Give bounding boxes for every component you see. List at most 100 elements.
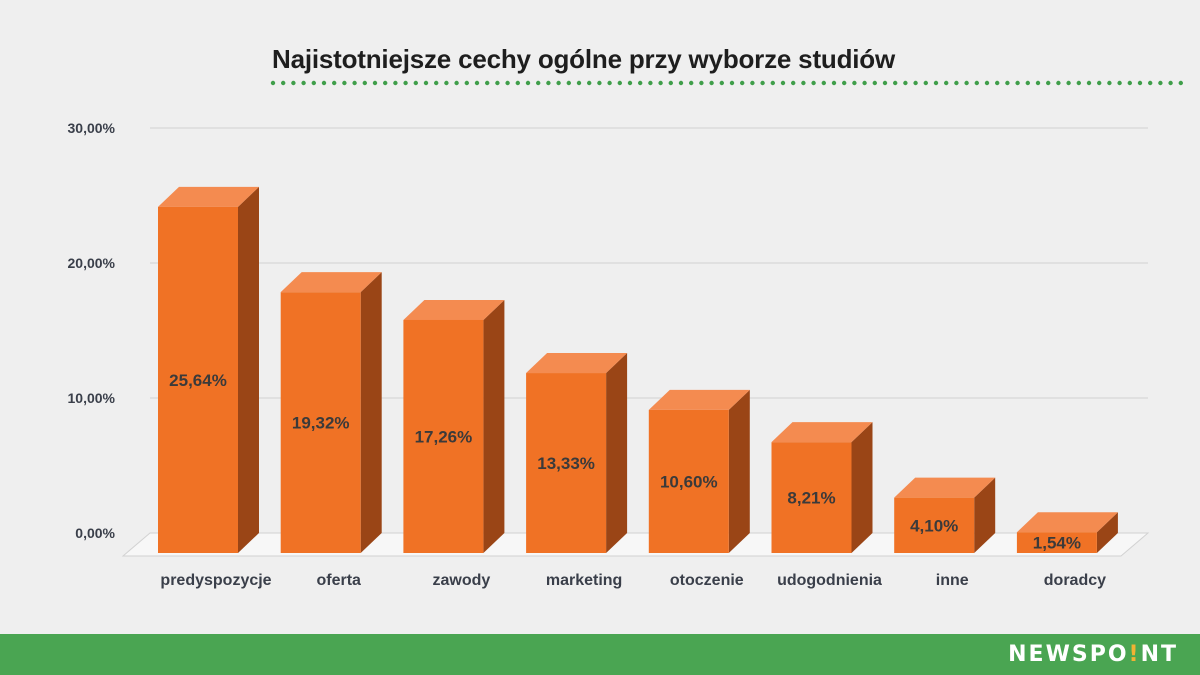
title-dot: [903, 80, 908, 86]
title-dot: [995, 80, 1000, 86]
title-dot: [536, 80, 541, 86]
title-dot: [954, 80, 959, 86]
bar-side: [1096, 512, 1118, 553]
title-dot: [770, 80, 775, 86]
title-dot: [1086, 80, 1092, 86]
chart-floor: [121, 532, 1150, 557]
title-dot: [648, 80, 653, 86]
title-dot: [1025, 80, 1030, 86]
y-tick-label: 30,00%: [68, 120, 116, 136]
title-dot: [1117, 80, 1122, 86]
title-dot: [1076, 80, 1081, 86]
data-label: 8,21%: [787, 489, 835, 508]
title-dot: [1015, 80, 1020, 86]
title-dot: [485, 80, 490, 86]
title-dot: [311, 80, 316, 86]
x-tick-label: zawody: [433, 572, 491, 589]
title-dot: [321, 80, 327, 86]
title-dot: [1178, 80, 1183, 86]
title-dot: [984, 80, 990, 86]
bar: [403, 319, 484, 553]
title-dot: [1056, 80, 1061, 86]
bar-top: [280, 272, 382, 293]
y-tick-label: 10,00%: [68, 390, 116, 406]
title-dot: [801, 80, 806, 86]
title-dot: [913, 80, 918, 86]
title-dot: [403, 80, 408, 86]
data-label: 13,33%: [537, 454, 595, 473]
title-dot: [556, 80, 561, 86]
title-dot: [1148, 80, 1153, 86]
x-tick-label: marketing: [546, 572, 622, 589]
bar-top: [894, 477, 996, 498]
title-dot: [566, 80, 571, 86]
title-dot: [291, 80, 296, 86]
bar: [771, 442, 852, 553]
title-dot: [1066, 80, 1071, 86]
title-dot: [301, 80, 306, 86]
title-dot: [342, 80, 347, 86]
bar-top: [403, 299, 505, 320]
x-tick-label: predyspozycje: [160, 572, 271, 589]
title-dot: [1127, 80, 1132, 86]
title-dot: [862, 80, 867, 86]
title-dot: [383, 80, 388, 86]
title-dot: [699, 80, 704, 86]
bar-top: [526, 353, 628, 374]
title-dot: [709, 80, 714, 86]
title-dot: [607, 80, 612, 86]
x-tick-label: oferta: [316, 572, 361, 589]
x-tick-label: doradcy: [1044, 572, 1106, 589]
title-dot: [923, 80, 928, 86]
title-dot: [505, 80, 510, 86]
bar-top: [771, 422, 873, 443]
title-dot: [454, 80, 459, 86]
title-dot: [587, 80, 592, 86]
title-dot: [780, 80, 786, 86]
title-dot: [933, 80, 939, 86]
data-label: 1,54%: [1033, 534, 1081, 553]
title-dot: [964, 80, 969, 86]
bar: [894, 497, 975, 553]
title-dot: [1097, 80, 1102, 86]
bar-top: [1016, 512, 1118, 533]
title-dot: [281, 80, 286, 86]
y-tick-label: 0,00%: [75, 525, 115, 541]
x-tick-label: inne: [936, 572, 969, 589]
title-dot: [1137, 80, 1143, 86]
bar: [1016, 532, 1097, 553]
title-dot: [434, 80, 439, 86]
data-label: 4,10%: [910, 516, 958, 535]
title-dot: [668, 80, 673, 86]
title-dot: [1046, 80, 1051, 86]
bar: [280, 292, 361, 553]
title-dot: [638, 80, 643, 86]
title-dot: [831, 80, 837, 86]
bar-side: [238, 186, 259, 554]
title-dot: [617, 80, 622, 86]
title-dot: [811, 80, 816, 86]
title-dot: [270, 80, 276, 86]
title-dot: [627, 80, 633, 86]
title-dot: [872, 80, 877, 86]
title-dot: [1168, 80, 1173, 86]
title-dot: [1158, 80, 1163, 86]
x-tick-label: otoczenie: [670, 572, 744, 589]
title-dot: [821, 80, 826, 86]
title-dot: [852, 80, 857, 86]
title-dot: [546, 80, 551, 86]
title-dot: [944, 80, 949, 86]
title-dot: [474, 80, 480, 86]
data-label: 19,32%: [292, 414, 350, 433]
bar: [158, 206, 238, 554]
title-dot: [525, 80, 531, 86]
title-dot: [576, 80, 582, 86]
bar-side: [483, 299, 505, 553]
title-dot: [372, 80, 378, 86]
bar-side: [728, 389, 750, 553]
y-tick-label: 20,00%: [68, 255, 116, 271]
data-label: 17,26%: [415, 427, 473, 446]
title-dot: [678, 80, 684, 86]
chart-title: Najistotniejsze cechy ogólne przy wyborz…: [272, 44, 895, 74]
